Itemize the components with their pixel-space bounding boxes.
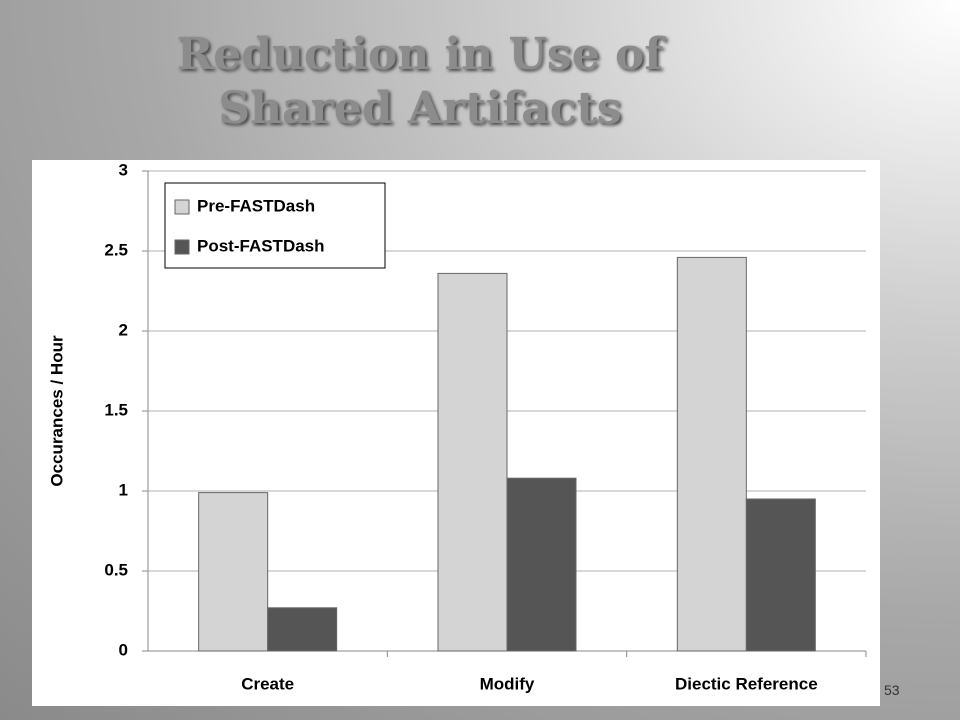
y-tick-label: 2.5 (104, 240, 128, 259)
legend-swatch (174, 199, 190, 215)
legend-label: Pre-FASTDash (197, 196, 315, 215)
slide-title: Reduction in Use of Shared Artifacts (176, 29, 664, 134)
legend-swatch (174, 239, 190, 255)
y-tick-label: 3 (119, 160, 128, 179)
bar (676, 256, 747, 652)
y-axis-label: Occurances / Hour (47, 335, 66, 487)
y-tick-label: 1 (119, 480, 128, 499)
y-tick-label: 2 (119, 320, 128, 339)
x-tick-label: Create (241, 674, 294, 693)
x-tick-label: Diectic Reference (675, 674, 818, 693)
page-number: 53 (884, 682, 900, 698)
chart: Occurances / Hour 0 0.5 1 1.5 2 2.5 3 Create Mod… (32, 160, 880, 706)
x-tick-label: Modify (480, 674, 535, 693)
legend-label: Post-FASTDash (197, 236, 325, 255)
bar (437, 272, 508, 652)
bar (506, 477, 577, 652)
bar (745, 498, 816, 652)
legend-box (164, 182, 386, 269)
y-tick-label: 0.5 (104, 560, 128, 579)
bar (267, 607, 338, 652)
y-tick-label: 0 (119, 640, 128, 659)
bar (198, 492, 269, 652)
y-tick-label: 1.5 (104, 400, 128, 419)
